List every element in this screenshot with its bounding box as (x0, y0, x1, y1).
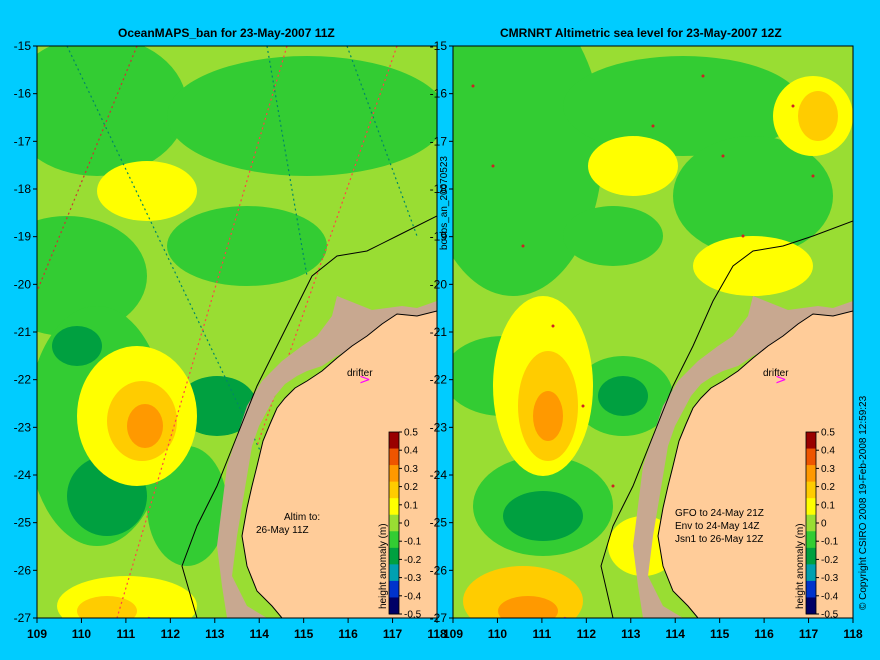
right-x-tick-label: 113 (621, 627, 641, 641)
right-x-tick-label: 115 (710, 627, 730, 641)
left-x-tick-label: 111 (117, 627, 136, 641)
right-x-tick-label: 112 (577, 627, 597, 641)
right-note-line-1: GFO to 24-May 21Z (675, 508, 764, 519)
left-x-tick-label: 113 (205, 627, 225, 641)
left-note-line-2: 26-May 11Z (256, 525, 309, 536)
drifter-track-icon: > (147, 613, 157, 618)
left-y-tick-label: -23 (14, 420, 32, 434)
left-y-tick-label: -26 (14, 563, 32, 577)
right-x-tick-label: 111 (533, 627, 552, 641)
side-label: boobs_an_20070523 (439, 156, 450, 250)
left-y-tick-label: -17 (14, 134, 32, 148)
right-x-tick-label: 118 (843, 627, 863, 641)
left-x-tick-label: 118 (427, 627, 447, 641)
drifter-track-icon: > (563, 613, 573, 618)
left-y-tick-label: -20 (14, 277, 32, 291)
left-y-tick-label: -16 (14, 87, 32, 101)
right-x-tick-label: 117 (799, 627, 819, 641)
left-y-tick-label: -21 (14, 325, 32, 339)
left-x-tick-label: 109 (27, 627, 47, 641)
right-note-line-2: Env to 24-May 14Z (675, 521, 759, 532)
left-y-tick-label: -18 (14, 182, 32, 196)
left-x-tick-label: 112 (161, 627, 181, 641)
drifter-icon: > (775, 372, 787, 388)
left-x-tick-label: 110 (72, 627, 92, 641)
left-x-tick-label: 117 (383, 627, 403, 641)
left-panel-title: OceanMAPS_ban for 23-May-2007 11Z (118, 26, 335, 40)
left-x-tick-label: 115 (294, 627, 314, 641)
right-note-line-3: Jsn1 to 26-May 12Z (675, 534, 763, 545)
left-x-tick-label: 116 (338, 627, 358, 641)
left-x-axis: 109 110 111 112 113 114 115 116 117 118 (27, 618, 447, 641)
copyright-label: © Copyright CSIRO 2008 19-Feb-2008 12:59… (858, 395, 869, 610)
left-y-tick-label: -15 (14, 39, 32, 53)
left-y-axis: -15 -16 -17 -18 -19 -20 -21 -22 -23 -24 -25 -26 -27 (14, 39, 37, 625)
left-y-tick-label: -19 (14, 230, 32, 244)
right-map-panel: drifter > GFO to 24-May 21Z Env to 24-Ma… (453, 46, 853, 618)
right-x-tick-label: 114 (666, 627, 686, 641)
right-x-axis: 109 110 111 112 113 114 115 116 117 118 (443, 618, 863, 641)
drifter-icon: > (359, 372, 371, 388)
left-y-tick-label: -22 (14, 373, 32, 387)
right-x-tick-label: 109 (443, 627, 463, 641)
left-y-tick-label: -24 (14, 468, 32, 482)
left-y-tick-label: -27 (14, 611, 32, 625)
left-map-panel: drifter > Altim to: 26-May 11Z > (37, 46, 437, 618)
right-x-tick-label: 110 (488, 627, 508, 641)
left-y-tick-label: -25 (14, 516, 32, 530)
left-note-line-1: Altim to: (284, 512, 320, 523)
right-panel-title: CMRNRT Altimetric sea level for 23-May-2… (500, 26, 782, 40)
left-x-tick-label: 114 (250, 627, 270, 641)
right-x-tick-label: 116 (754, 627, 774, 641)
